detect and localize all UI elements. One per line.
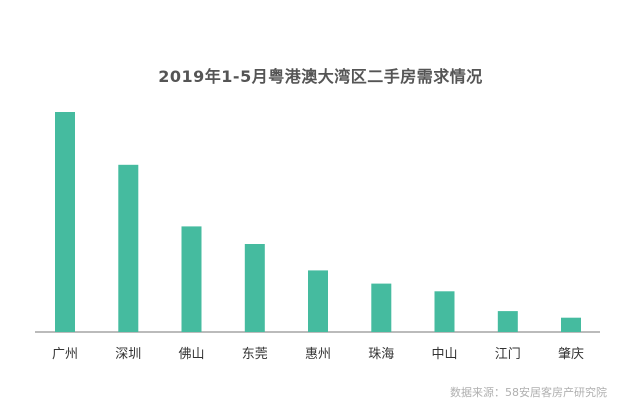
chart-title: 2019年1-5月粤港澳大湾区二手房需求情况 [158,67,483,86]
x-tick-label: 珠海 [368,347,394,362]
x-tick-label: 肇庆 [558,347,584,362]
bar-4 [308,270,328,332]
bar-0 [55,112,75,332]
x-tick-label: 深圳 [115,347,141,362]
bar-7 [497,311,518,332]
x-tick-label: 中山 [431,347,457,362]
bar-2 [181,226,202,332]
bar-6 [434,291,455,332]
x-tick-label: 东莞 [242,347,268,362]
bars-group [55,112,581,332]
x-tick-label: 惠州 [305,347,331,362]
bar-5 [371,283,392,332]
x-tick-label: 江门 [495,347,521,362]
source-note: 数据来源：58安居客房产研究院 [450,386,607,399]
bar-1 [118,164,139,332]
x-tick-label: 广州 [52,347,78,362]
bar-3 [244,244,265,332]
bar-8 [561,317,581,332]
x-tick-label: 佛山 [178,347,204,362]
x-tick-labels: 广州 深圳 佛山 东莞 惠州 珠海 中山 江门 肇庆 [52,347,584,362]
